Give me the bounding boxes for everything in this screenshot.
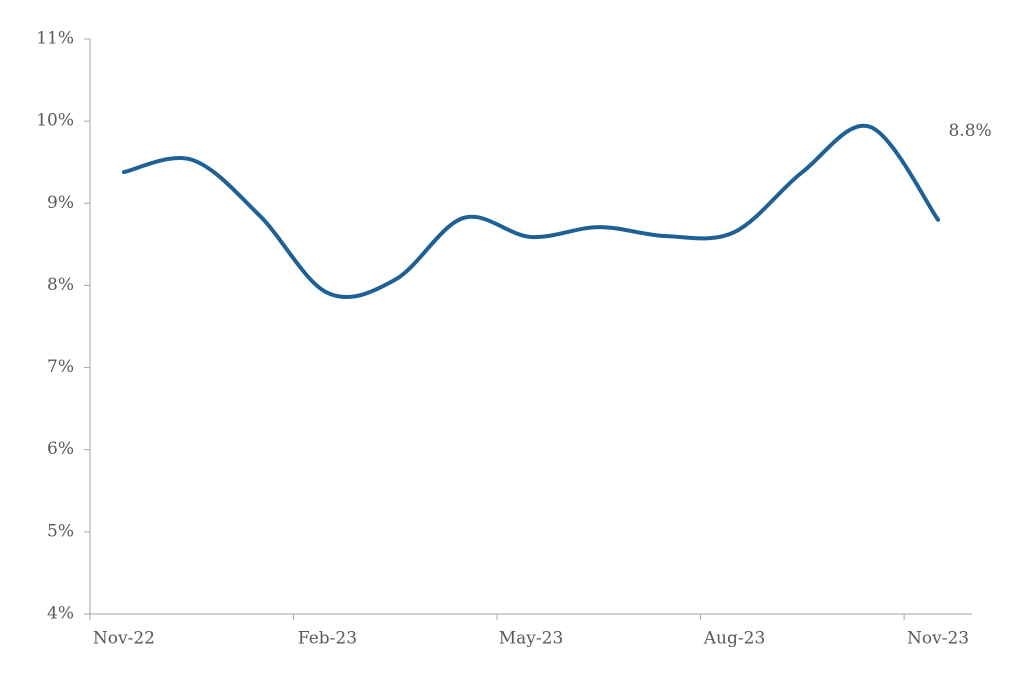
x-tick-label: Nov-23	[907, 629, 969, 649]
line	[121, 123, 941, 299]
y-tick-label: 9%	[47, 193, 74, 213]
y-tick-label: 5%	[47, 521, 74, 541]
x-tick-label: Aug-23	[703, 629, 765, 649]
x-tick-label: Feb-23	[298, 629, 357, 649]
x-tick-label: Nov-22	[93, 629, 155, 649]
x-tick-label: May-23	[499, 629, 564, 649]
data-label: 8.8%	[948, 121, 991, 141]
y-tick-label: 7%	[47, 357, 74, 377]
y-tick-label: 6%	[47, 439, 74, 459]
y-tick-label: 8%	[47, 275, 74, 295]
y-tick-label: 10%	[36, 111, 74, 131]
y-tick-label: 11%	[36, 29, 74, 49]
y-tick-label: 4%	[47, 604, 74, 624]
